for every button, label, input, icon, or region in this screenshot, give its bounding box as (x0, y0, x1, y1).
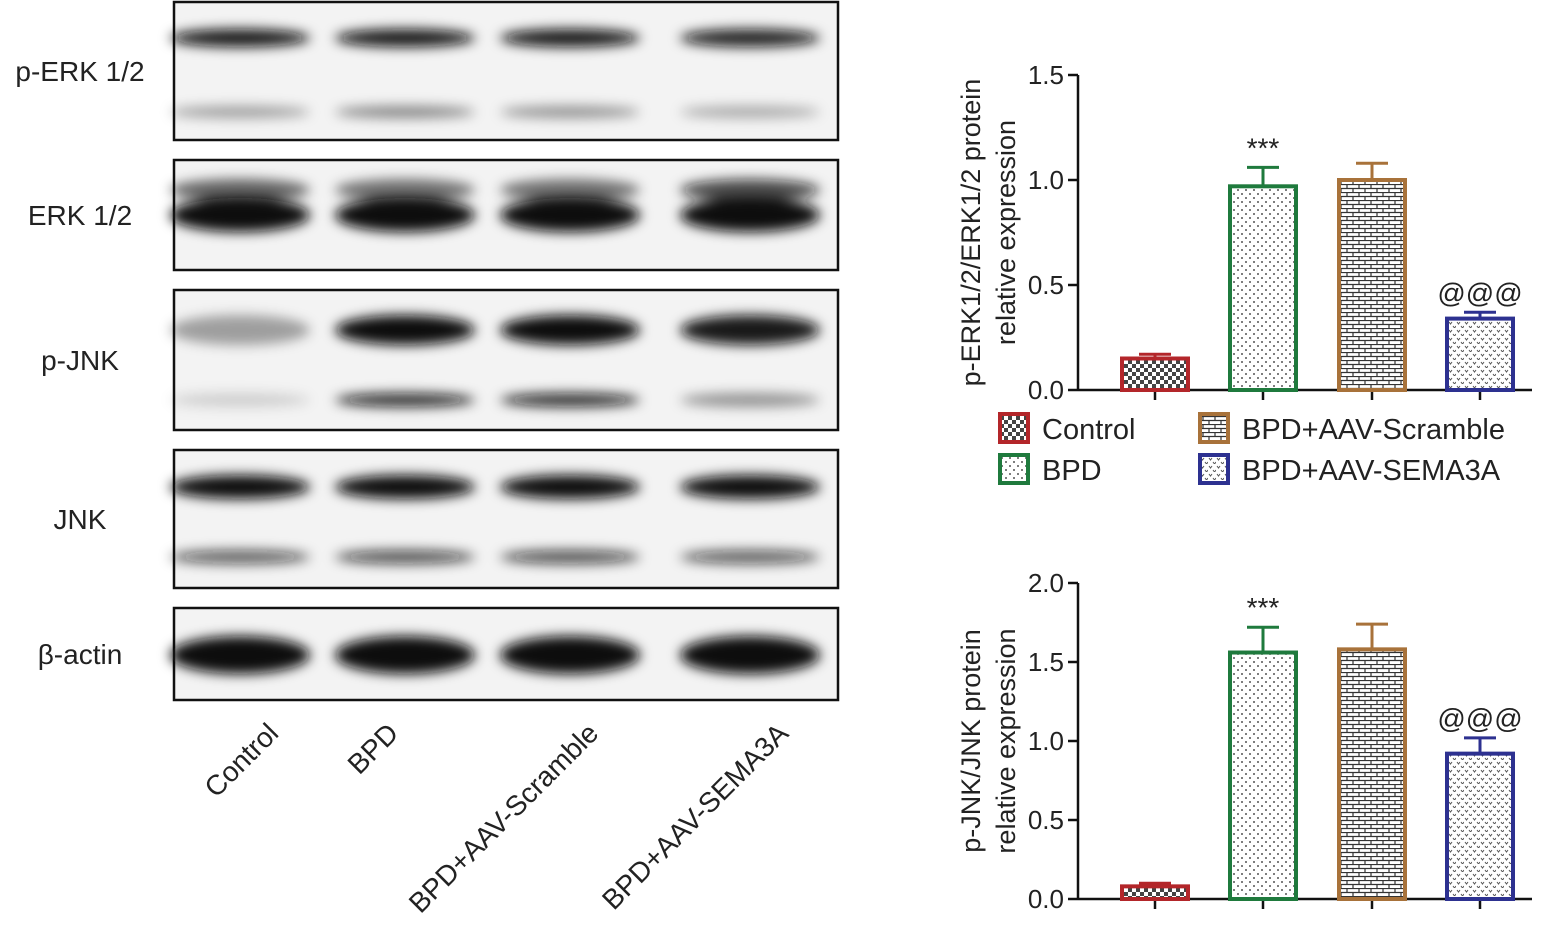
y-tick-label: 1.0 (1028, 165, 1064, 195)
y-tick-label: 2.0 (1028, 568, 1064, 598)
band (335, 393, 475, 407)
band (680, 198, 820, 232)
y-tick-label: 0.5 (1028, 805, 1064, 835)
band (335, 29, 475, 47)
lane-label: BPD+AAV-Scramble (403, 717, 604, 918)
band (335, 198, 475, 232)
blot-bands (170, 636, 820, 674)
blot-bands (170, 315, 820, 407)
legend-swatch (998, 412, 1030, 444)
bar (1120, 356, 1190, 392)
band (680, 636, 820, 674)
band (500, 636, 640, 674)
band (680, 106, 820, 118)
blot-row-label: ERK 1/2 (28, 200, 132, 231)
legend-swatch (1198, 412, 1230, 444)
error-bar (1464, 736, 1496, 754)
y-axis-label: relative expression (991, 120, 1021, 345)
bar (1120, 884, 1190, 901)
legend-label: BPD+AAV-SEMA3A (1242, 455, 1501, 487)
band (500, 315, 640, 345)
band (335, 550, 475, 564)
blot-bands (170, 475, 820, 564)
band (680, 393, 820, 407)
significance-label: @@@ (1437, 277, 1522, 308)
bar (1228, 184, 1298, 392)
legend-label: BPD (1042, 455, 1102, 487)
band (335, 475, 475, 499)
band (680, 550, 820, 564)
band (170, 106, 310, 118)
band (500, 198, 640, 232)
significance-label: *** (1247, 592, 1280, 623)
band (335, 315, 475, 345)
blot-panel (172, 288, 840, 432)
bar (1228, 650, 1298, 902)
band (170, 29, 310, 47)
legend-swatch (1198, 453, 1230, 485)
error-bar (1247, 625, 1279, 653)
y-axis-label: p-ERK1/2/ERK1/2 protein (956, 79, 986, 387)
band (500, 179, 640, 201)
band (680, 179, 820, 201)
bar (1337, 647, 1407, 901)
band (680, 315, 820, 345)
significance-label: @@@ (1437, 703, 1522, 734)
bar (1445, 751, 1515, 902)
blot-row-label: β-actin (38, 639, 123, 670)
blot-panel (172, 448, 840, 590)
lane-label: BPD (342, 717, 405, 780)
band (170, 179, 310, 201)
band (500, 475, 640, 499)
band (680, 29, 820, 47)
band (500, 29, 640, 47)
blot-row-label: JNK (54, 504, 107, 535)
blot-bands (170, 179, 820, 232)
band (170, 475, 310, 499)
y-tick-label: 0.5 (1028, 270, 1064, 300)
legend-label: BPD+AAV-Scramble (1242, 414, 1505, 446)
lane-label: BPD+AAV-SEMA3A (596, 717, 794, 915)
y-tick-label: 0.0 (1028, 375, 1064, 405)
blot-row-label: p-ERK 1/2 (15, 56, 144, 87)
error-bar (1247, 165, 1279, 187)
band (170, 315, 310, 345)
significance-label: *** (1247, 132, 1280, 163)
band (500, 393, 640, 407)
band (170, 636, 310, 674)
blot-panel (172, 0, 840, 142)
y-tick-label: 1.0 (1028, 726, 1064, 756)
y-tick-label: 1.5 (1028, 647, 1064, 677)
y-tick-label: 1.5 (1028, 60, 1064, 90)
band (335, 106, 475, 118)
bar (1337, 178, 1407, 392)
band (170, 198, 310, 232)
band (335, 636, 475, 674)
legend-swatch (998, 453, 1030, 485)
legend-label: Control (1042, 414, 1136, 446)
error-bar (1356, 161, 1388, 180)
band (500, 550, 640, 564)
band (500, 106, 640, 118)
error-bar (1356, 622, 1388, 650)
blot-row-label: p-JNK (41, 345, 119, 376)
band (170, 550, 310, 564)
y-tick-label: 0.0 (1028, 884, 1064, 914)
band (335, 179, 475, 201)
band (170, 393, 310, 407)
blot-bands (170, 29, 820, 118)
band (680, 475, 820, 499)
y-axis-label: p-JNK/JNK protein (956, 629, 986, 853)
bar (1445, 316, 1515, 393)
y-axis-label: relative expression (991, 628, 1021, 853)
lane-label: Control (198, 717, 284, 803)
